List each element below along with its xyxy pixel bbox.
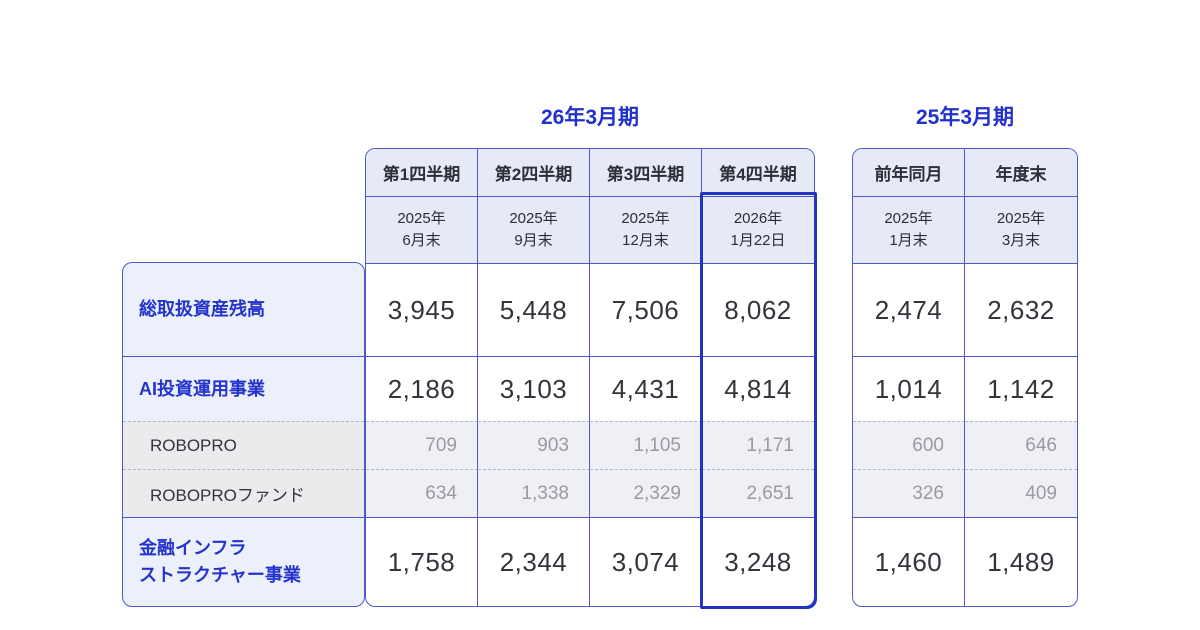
sub-value-cell: 1,338 xyxy=(478,469,590,517)
date-header-year-end: 2025年 3月末 xyxy=(965,196,1077,263)
prior-header-year-end: 年度末 xyxy=(965,149,1077,196)
row-label-robopro: ROBOPRO xyxy=(123,421,364,469)
sub-value-cell: 2,329 xyxy=(590,469,702,517)
value-cell: 4,431 xyxy=(590,356,702,421)
row-label-robopro-fund: ROBOPROファンド xyxy=(123,469,364,517)
sub-value-cell: 326 xyxy=(853,469,965,517)
row-label-column: 総取扱資産残高 AI投資運用事業 ROBOPRO ROBOPROファンド 金融イ… xyxy=(122,262,365,607)
value-cell: 1,014 xyxy=(853,356,965,421)
value-cell: 2,632 xyxy=(965,263,1077,356)
fy2025-table: 前年同月 年度末 2025年 1月末 2025年 3月末 2,474 2,632… xyxy=(852,148,1078,607)
row-label-ai-investment: AI投資運用事業 xyxy=(123,356,364,421)
value-cell: 1,142 xyxy=(965,356,1077,421)
value-cell: 1,460 xyxy=(853,517,965,606)
date-header-q1: 2025年 6月末 xyxy=(366,196,478,263)
value-cell: 4,814 xyxy=(702,356,814,421)
sub-value-cell: 1,105 xyxy=(590,421,702,469)
prior-header-same-month: 前年同月 xyxy=(853,149,965,196)
fy2025-group-title: 25年3月期 xyxy=(915,106,1015,129)
sub-value-cell: 1,171 xyxy=(702,421,814,469)
sub-value-cell: 409 xyxy=(965,469,1077,517)
value-cell: 5,448 xyxy=(478,263,590,356)
date-header-q2: 2025年 9月末 xyxy=(478,196,590,263)
value-cell: 3,945 xyxy=(366,263,478,356)
quarter-header-q2: 第2四半期 xyxy=(478,149,590,196)
sub-value-cell: 2,651 xyxy=(702,469,814,517)
sub-value-cell: 646 xyxy=(965,421,1077,469)
value-cell: 8,062 xyxy=(702,263,814,356)
sub-value-cell: 600 xyxy=(853,421,965,469)
value-cell: 3,074 xyxy=(590,517,702,606)
sub-value-cell: 903 xyxy=(478,421,590,469)
value-cell: 3,103 xyxy=(478,356,590,421)
fy2026-group-title: 26年3月期 xyxy=(540,106,640,129)
value-cell: 2,474 xyxy=(853,263,965,356)
value-cell: 2,344 xyxy=(478,517,590,606)
fy2026-table: 第1四半期 第2四半期 第3四半期 第4四半期 2025年 6月末 2025年 … xyxy=(365,148,815,607)
value-cell: 3,248 xyxy=(702,517,814,606)
date-header-q4: 2026年 1月22日 xyxy=(702,196,814,263)
row-label-financial-infra: 金融インフラ ストラクチャー事業 xyxy=(123,517,364,606)
value-cell: 2,186 xyxy=(366,356,478,421)
sub-value-cell: 634 xyxy=(366,469,478,517)
quarter-header-q1: 第1四半期 xyxy=(366,149,478,196)
row-label-total-assets: 総取扱資産残高 xyxy=(139,299,265,319)
value-cell: 7,506 xyxy=(590,263,702,356)
quarter-header-q3: 第3四半期 xyxy=(590,149,702,196)
quarter-header-q4: 第4四半期 xyxy=(702,149,814,196)
value-cell: 1,489 xyxy=(965,517,1077,606)
value-cell: 1,758 xyxy=(366,517,478,606)
sub-value-cell: 709 xyxy=(366,421,478,469)
date-header-prior-month: 2025年 1月末 xyxy=(853,196,965,263)
date-header-q3: 2025年 12月末 xyxy=(590,196,702,263)
